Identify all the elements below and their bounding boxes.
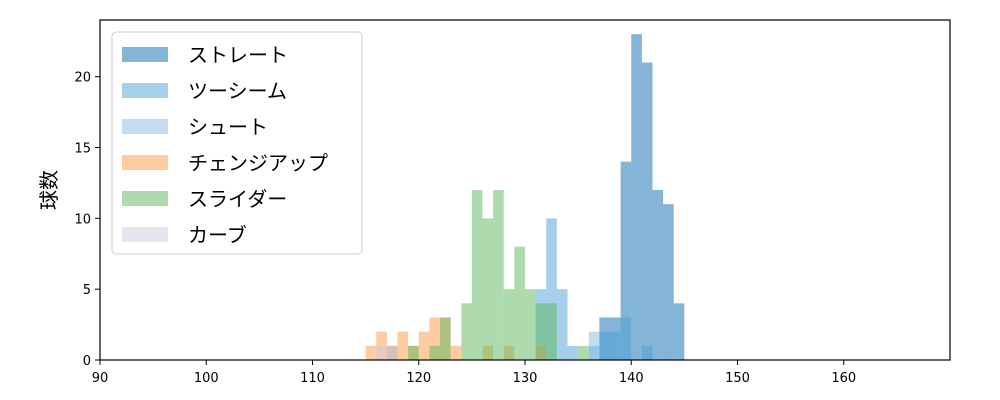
x-tick-label: 130 xyxy=(513,371,538,386)
y-tick-label: 5 xyxy=(83,283,91,298)
bar-2-133 xyxy=(556,289,568,360)
x-axis: 90 100 110 120 130 140 150 160 xyxy=(92,360,856,386)
bar-1-139 xyxy=(620,161,632,360)
bar-4-118 xyxy=(397,331,409,360)
bar-1-140 xyxy=(631,34,642,361)
bar-5-125 xyxy=(471,190,483,360)
x-tick-label: 120 xyxy=(406,371,431,386)
bar-5-122 xyxy=(440,317,451,360)
legend-label-1: ストレート xyxy=(188,43,288,67)
legend-label-3: シュート xyxy=(188,115,268,139)
bar-2-132 xyxy=(546,218,557,360)
bar-5-132 xyxy=(546,303,557,360)
legend-swatch-4 xyxy=(122,155,168,170)
bar-5-130 xyxy=(525,289,536,360)
y-axis: 0 5 10 15 20 xyxy=(74,71,100,369)
legend-swatch-3 xyxy=(122,119,168,134)
bar-6-117 xyxy=(386,345,398,360)
legend-swatch-6 xyxy=(122,227,168,242)
x-tick-label: 160 xyxy=(831,371,856,386)
x-tick-label: 110 xyxy=(300,371,325,386)
legend-swatch-5 xyxy=(122,191,168,206)
x-tick-label: 150 xyxy=(725,371,750,386)
legend-box xyxy=(111,31,363,255)
x-tick-label: 90 xyxy=(92,371,109,386)
x-tick-label: 100 xyxy=(194,371,219,386)
bar-5-126 xyxy=(482,218,494,360)
bar-5-129 xyxy=(514,246,525,360)
bar-5-127 xyxy=(493,190,504,360)
bar-3-136 xyxy=(588,331,600,360)
bar-2-134 xyxy=(567,345,579,360)
bar-5-119 xyxy=(408,345,419,360)
y-tick-label: 0 xyxy=(83,354,91,369)
legend-label-2: ツーシーム xyxy=(188,79,287,103)
y-tick-label: 15 xyxy=(74,142,91,157)
bar-4-116 xyxy=(376,331,387,360)
y-axis-label: 球数 xyxy=(37,170,61,210)
bar-5-124 xyxy=(461,303,472,360)
bars-layer xyxy=(365,34,685,361)
bar-1-143 xyxy=(663,204,674,360)
bar-4-115 xyxy=(365,345,377,360)
legend-label-6: カーブ xyxy=(188,223,247,247)
bar-2-141 xyxy=(641,345,653,360)
legend-swatch-2 xyxy=(122,83,168,98)
bar-4-117 xyxy=(386,345,398,360)
x-tick-label: 140 xyxy=(619,371,644,386)
bar-6-116 xyxy=(376,345,387,360)
bar-5-131 xyxy=(535,303,547,360)
bar-4-120 xyxy=(418,331,430,360)
y-tick-label: 10 xyxy=(74,212,91,227)
bar-5-128 xyxy=(503,289,515,360)
bar-2-138 xyxy=(610,331,621,360)
bar-4-123 xyxy=(450,345,462,360)
bar-2-137 xyxy=(599,331,610,360)
y-tick-label: 20 xyxy=(74,71,91,86)
bar-1-141 xyxy=(641,62,653,360)
bar-1-142 xyxy=(652,190,664,360)
legend-label-4: チェンジアップ xyxy=(188,151,328,175)
bar-4-121 xyxy=(429,317,440,360)
bar-5-121 xyxy=(429,345,440,360)
bar-2-139 xyxy=(620,317,632,360)
bar-5-135 xyxy=(578,345,589,360)
legend-label-5: スライダー xyxy=(188,187,287,211)
bar-1-144 xyxy=(673,303,685,360)
legend-swatch-1 xyxy=(122,47,168,62)
